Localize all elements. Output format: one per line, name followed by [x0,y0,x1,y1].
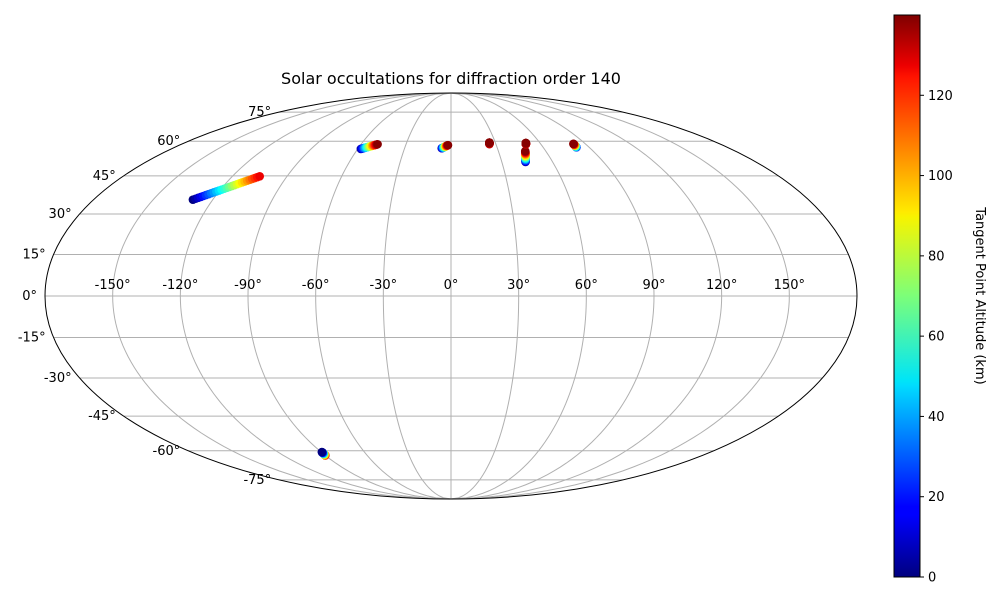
colorbar-label: Tangent Point Altitude (km) [972,206,987,384]
colorbar-tick-label: 80 [928,249,945,264]
latitude-tick-label: 0° [22,289,37,304]
longitude-tick-label: -150° [95,278,131,293]
latitude-tick-label: 45° [93,169,116,184]
latitude-tick-label: 30° [49,207,72,222]
colorbar-tick-label: 40 [928,410,945,425]
longitude-tick-label: 120° [706,278,737,293]
occultation-point [485,138,494,147]
map-plot-area: -150° -120° -90° -60° -30° 0° 30° 60° 90° 120° 150… [18,92,858,500]
colorbar-tick-label: 100 [928,169,953,184]
colorbar: 0 20 40 60 80 100 120 Tangent Point Altitude (… [893,14,987,586]
longitude-tick-label: -120° [162,278,198,293]
longitude-tick-label: 90° [642,278,665,293]
occultation-point [520,146,530,156]
colorbar-tick-label: 20 [928,490,945,505]
longitude-tick-label: 30° [507,278,530,293]
latitude-tick-label: -15° [18,331,46,346]
latitude-tick-label: 60° [157,134,180,149]
latitude-tick-label: -45° [88,409,116,424]
longitude-tick-label: -60° [302,278,330,293]
longitude-tick-label: 60° [575,278,598,293]
map-boundary [44,92,858,500]
longitude-tick-labels: -150° -120° -90° -60° -30° 0° 30° 60° 90° 120° 150… [95,278,805,293]
latitude-tick-label: 75° [248,105,271,120]
colorbar-ticks: 0 20 40 60 80 100 120 [920,89,953,586]
occultation-point [255,172,265,181]
latitude-tick-labels: 75° 60° 45° 30° 15° 0° -15° -30° -45° -60° -75° [18,105,271,488]
occultation-point [569,139,578,149]
chart-title: Solar occultations for diffraction order… [281,69,621,88]
colorbar-tick-label: 0 [928,571,936,586]
occultation-points [188,138,581,460]
colorbar-tick-label: 60 [928,330,945,345]
longitude-tick-label: -30° [369,278,397,293]
colorbar-tick-label: 120 [928,89,953,104]
latitude-tick-label: -75° [243,473,271,488]
longitude-tick-label: 0° [444,278,459,293]
colorbar-gradient [893,14,921,578]
latitude-tick-label: -30° [44,371,72,386]
occultation-point [373,139,382,149]
latitude-tick-label: -60° [153,444,181,459]
longitude-tick-label: -90° [234,278,262,293]
latitude-tick-label: 15° [23,247,46,262]
occultation-point [521,138,531,148]
occultation-point [317,447,327,457]
occultation-point [443,140,453,150]
graticule [45,93,857,499]
longitude-tick-label: 150° [774,278,805,293]
